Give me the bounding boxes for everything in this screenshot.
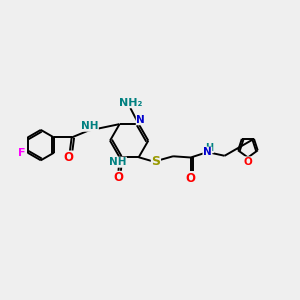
Text: H: H — [205, 143, 213, 153]
Text: N: N — [203, 147, 212, 157]
Text: S: S — [152, 155, 160, 168]
Text: O: O — [64, 151, 74, 164]
Text: F: F — [19, 148, 26, 158]
Text: O: O — [186, 172, 196, 184]
Text: NH: NH — [109, 157, 126, 167]
Text: N: N — [136, 115, 145, 125]
Text: NH: NH — [81, 121, 98, 131]
Text: O: O — [244, 157, 252, 167]
Text: NH₂: NH₂ — [119, 98, 142, 108]
Text: O: O — [113, 171, 123, 184]
